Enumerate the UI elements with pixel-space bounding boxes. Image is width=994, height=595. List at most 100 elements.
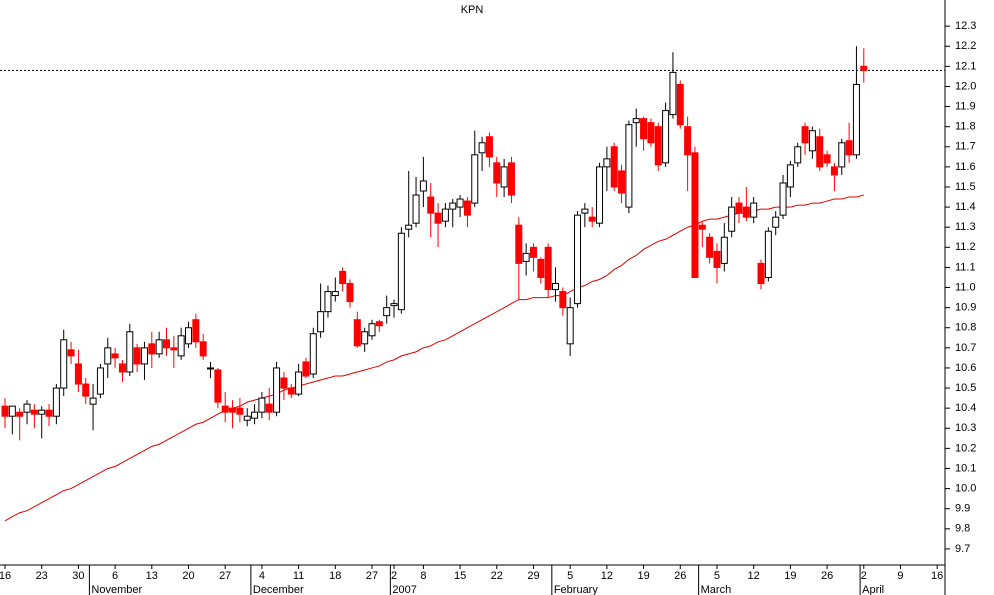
y-tick-label: 11.8	[955, 121, 976, 133]
candle-body	[596, 166, 604, 224]
candle-body	[118, 363, 126, 373]
candle-body	[845, 140, 853, 156]
x-tick-label: 27	[366, 570, 378, 582]
candle-body	[96, 367, 104, 395]
candle-body	[192, 319, 200, 343]
candle-body	[794, 146, 802, 164]
candle-body	[603, 158, 611, 168]
candle-body	[485, 136, 493, 158]
x-tick-label: 20	[182, 570, 194, 582]
candle-body	[170, 347, 178, 351]
candle-body	[8, 405, 16, 417]
y-tick-label: 11.0	[955, 281, 976, 293]
candle-body	[493, 162, 501, 184]
x-tick-label: 19	[784, 570, 796, 582]
candle-body	[823, 154, 831, 164]
candle-body	[625, 124, 633, 208]
x-tick-label: 23	[36, 570, 48, 582]
candle-body	[177, 335, 185, 357]
candle-body	[412, 194, 420, 224]
candle-body	[89, 397, 97, 405]
candle-body	[331, 291, 339, 297]
y-tick-label: 12.0	[955, 80, 976, 92]
candle-body	[427, 196, 435, 214]
candle-body	[552, 283, 559, 291]
candle-body	[816, 136, 824, 168]
candle-body	[808, 130, 816, 152]
candle-body	[309, 333, 317, 375]
y-tick-label: 11.4	[955, 201, 976, 213]
candle-body	[456, 198, 464, 208]
x-tick-label: 9	[897, 570, 903, 582]
x-tick-label: 8	[420, 570, 426, 582]
candle-body	[1, 405, 9, 417]
candle-body	[779, 182, 787, 216]
candle-body	[632, 118, 640, 124]
candle-body	[353, 319, 361, 347]
candle-body	[669, 71, 677, 116]
candle-body	[559, 291, 567, 309]
candle-body	[368, 323, 376, 337]
y-tick-label: 10.2	[955, 442, 976, 454]
candle-body	[295, 371, 303, 395]
x-tick-label: 13	[146, 570, 158, 582]
x-tick-label: 19	[637, 570, 649, 582]
x-tick-label: 5	[567, 570, 573, 582]
candle-body	[287, 387, 295, 395]
x-tick-label: 2	[861, 570, 867, 582]
candle-body	[500, 166, 508, 188]
candle-body	[383, 307, 391, 317]
candle-body	[742, 206, 750, 218]
candle-body	[860, 65, 868, 71]
candle-body	[449, 202, 457, 210]
x-tick-label: 12	[601, 570, 613, 582]
candle-body	[544, 246, 552, 291]
y-tick-label: 11.9	[955, 100, 976, 112]
candle-body	[441, 208, 449, 222]
candle-body	[67, 349, 75, 357]
candle-body	[735, 202, 743, 214]
candle-body	[691, 152, 699, 278]
y-tick-label: 10.8	[955, 322, 976, 334]
candle-body	[30, 409, 38, 415]
candle-body	[199, 341, 207, 357]
candle-body	[654, 126, 662, 166]
candle-body	[140, 347, 148, 365]
x-tick-label: 26	[674, 570, 686, 582]
candle-body	[471, 154, 479, 204]
x-tick-label: 27	[219, 570, 231, 582]
candle-body	[243, 415, 251, 421]
chart-title: KPN	[461, 4, 484, 16]
candle-body	[405, 224, 413, 230]
candle-body	[229, 407, 237, 413]
y-tick-label: 12.3	[955, 20, 976, 32]
candle-body	[522, 252, 530, 262]
candle-body	[647, 122, 655, 144]
y-tick-label: 11.2	[955, 241, 976, 253]
candle-body	[698, 224, 706, 230]
candle-body	[713, 250, 721, 268]
candle-body	[463, 200, 471, 216]
x-tick-label: 4	[259, 570, 265, 582]
candle-body	[52, 387, 60, 417]
candle-body	[515, 224, 523, 264]
x-tick-label: 15	[454, 570, 466, 582]
candle-body	[23, 403, 31, 413]
month-label: February	[554, 584, 599, 595]
x-tick-label: 5	[714, 570, 720, 582]
y-tick-label: 10.6	[955, 362, 976, 374]
y-tick-label: 12.2	[955, 40, 976, 52]
x-tick-label: 16	[0, 570, 11, 582]
candle-body	[684, 126, 692, 156]
candle-body	[60, 339, 68, 389]
x-tick-label: 2	[391, 570, 397, 582]
candle-body	[750, 202, 758, 218]
candle-body	[720, 236, 728, 264]
candle-body	[45, 409, 53, 417]
x-tick-label: 30	[72, 570, 84, 582]
month-label: April	[862, 584, 884, 595]
candle-body	[148, 343, 156, 355]
candle-body	[529, 246, 537, 258]
candle-body	[772, 216, 780, 228]
